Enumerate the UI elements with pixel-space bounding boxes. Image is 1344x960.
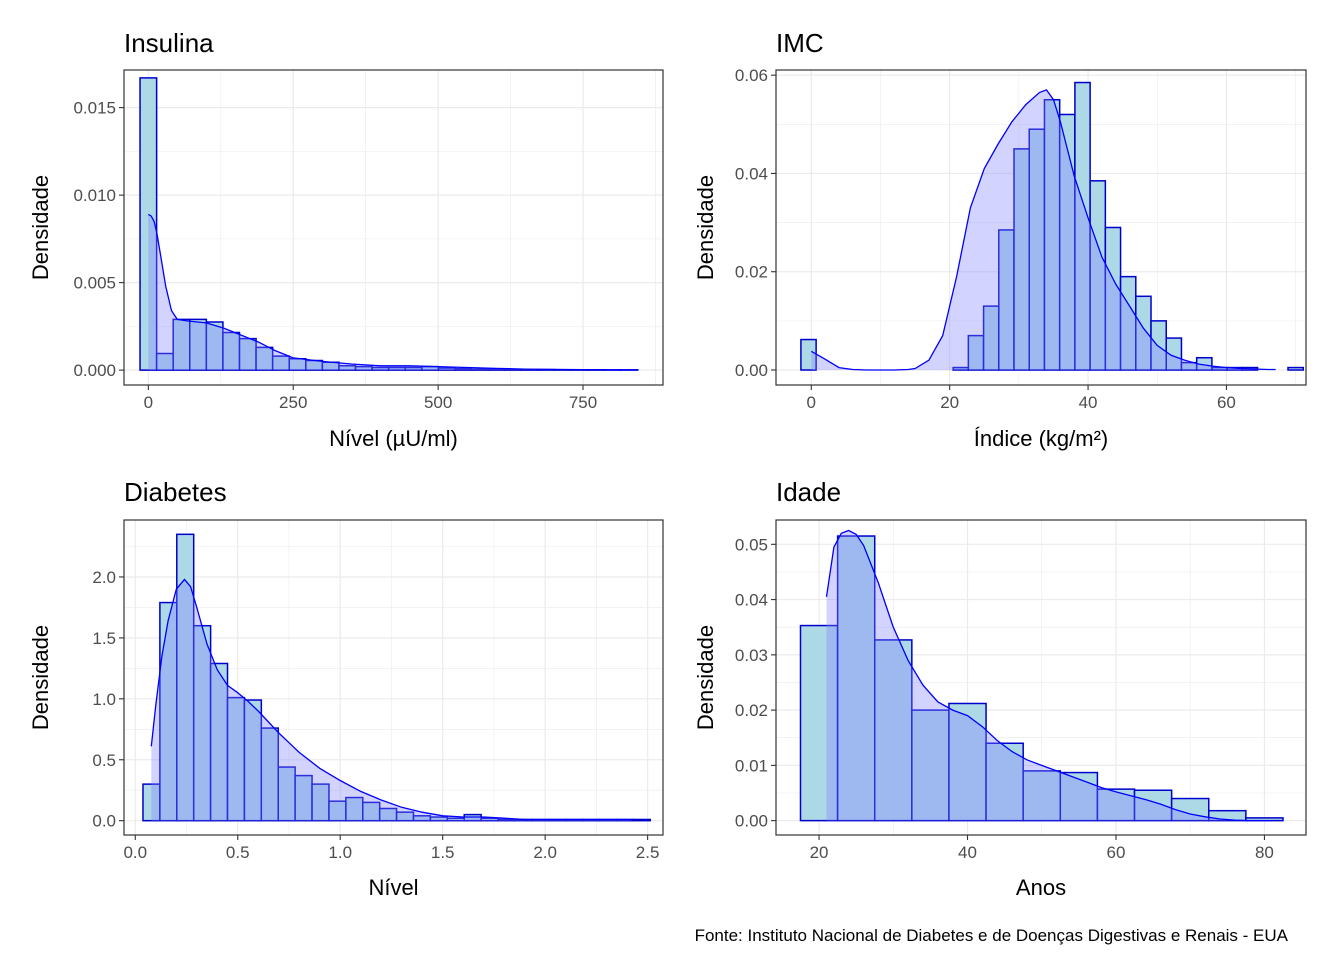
chart-title: Insulina	[124, 28, 214, 58]
histogram-bar	[632, 818, 651, 822]
x-tick-label: 0.5	[226, 843, 250, 862]
x-tick-label: 60	[1217, 393, 1236, 412]
y-tick-label: 1.5	[92, 629, 116, 648]
histogram-bar	[139, 77, 158, 371]
chart-title: IMC	[776, 28, 824, 58]
chart-title: Idade	[776, 477, 841, 507]
histogram-bar	[911, 709, 950, 822]
chart-panel-2: 0 20 40 60 0.00 0.02 0.04 0.06 IMC Índice (kg/m²)…	[693, 28, 1307, 451]
histogram-bar	[873, 639, 913, 822]
y-tick-label: 0.03	[735, 646, 768, 665]
x-tick-label: 1.5	[431, 843, 455, 862]
y-axis-label: Densidade	[28, 625, 53, 730]
x-tick-label: 750	[569, 393, 597, 412]
x-tick-label: 0	[144, 393, 153, 412]
histogram-bar	[799, 624, 839, 822]
x-tick-label: 0.0	[123, 843, 147, 862]
y-axis-label: Densidade	[693, 625, 718, 730]
y-tick-label: 0.00	[735, 812, 768, 831]
y-tick-label: 0.02	[735, 263, 768, 282]
y-axis-label: Densidade	[28, 175, 53, 280]
chart-panel-3: 0.0 0.5 1.0 1.5 2.0 2.5 0.0 0.5 1.0 1.5 2.0 Diabete…	[28, 477, 664, 900]
x-tick-label: 20	[810, 843, 829, 862]
density-line	[825, 529, 1272, 822]
x-tick-label: 250	[279, 393, 307, 412]
x-tick-label: 20	[940, 393, 959, 412]
panel-border	[775, 519, 1307, 836]
x-tick-label: 2.0	[533, 843, 557, 862]
histogram-bar	[1165, 337, 1183, 371]
histogram-bar	[1059, 771, 1099, 822]
y-tick-label: 0.00	[735, 361, 768, 380]
y-tick-label: 0.0	[92, 812, 116, 831]
x-tick-label: 1.0	[328, 843, 352, 862]
x-tick-label: 500	[424, 393, 452, 412]
x-axis-label: Nível	[368, 875, 418, 900]
x-tick-label: 0	[807, 393, 816, 412]
density-line	[810, 89, 1276, 371]
y-tick-label: 1.0	[92, 690, 116, 709]
panel-border	[123, 69, 664, 386]
x-tick-label: 2.5	[636, 843, 660, 862]
y-tick-label: 0.010	[73, 186, 116, 205]
x-tick-label: 60	[1107, 843, 1126, 862]
panel-border	[123, 519, 664, 836]
y-tick-label: 0.05	[735, 535, 768, 554]
y-axis-label: Densidade	[693, 175, 718, 280]
x-axis-label: Anos	[1016, 875, 1066, 900]
density-area	[148, 214, 639, 371]
y-tick-label: 0.000	[73, 361, 116, 380]
histogram-bar	[1287, 366, 1304, 371]
x-tick-label: 80	[1255, 843, 1274, 862]
histogram-bar	[1096, 788, 1136, 822]
source-caption: Fonte: Instituto Nacional de Diabetes e …	[694, 926, 1288, 945]
histogram-bar	[985, 742, 1024, 822]
x-tick-label: 40	[1079, 393, 1098, 412]
x-tick-label: 40	[958, 843, 977, 862]
histogram-bar	[1022, 770, 1062, 822]
chart-title: Diabetes	[124, 477, 227, 507]
histogram-bar	[1208, 809, 1247, 822]
y-tick-label: 2.0	[92, 568, 116, 587]
x-axis-label: Índice (kg/m²)	[974, 426, 1108, 451]
y-tick-label: 0.04	[735, 591, 768, 610]
y-tick-label: 0.06	[735, 66, 768, 85]
density-line	[147, 213, 639, 371]
y-tick-label: 0.02	[735, 701, 768, 720]
y-tick-label: 0.5	[92, 751, 116, 770]
y-tick-label: 0.015	[73, 99, 116, 118]
density-line	[150, 578, 632, 821]
chart-panel-1: 0 250 500 750 0.000 0.005 0.010 0.015 Insulina Ní…	[28, 28, 664, 451]
density-area	[826, 530, 1272, 821]
density-area	[811, 89, 1276, 371]
y-tick-label: 0.01	[735, 756, 768, 775]
y-tick-label: 0.04	[735, 164, 768, 183]
x-axis-label: Nível (µU/ml)	[329, 426, 458, 451]
y-tick-label: 0.005	[73, 274, 116, 293]
density-area	[151, 579, 632, 821]
chart-panel-4: 20 40 60 80 0.00 0.01 0.02 0.03 0.04 0.05 Idade Ano…	[693, 477, 1307, 900]
panel-border	[775, 69, 1307, 386]
